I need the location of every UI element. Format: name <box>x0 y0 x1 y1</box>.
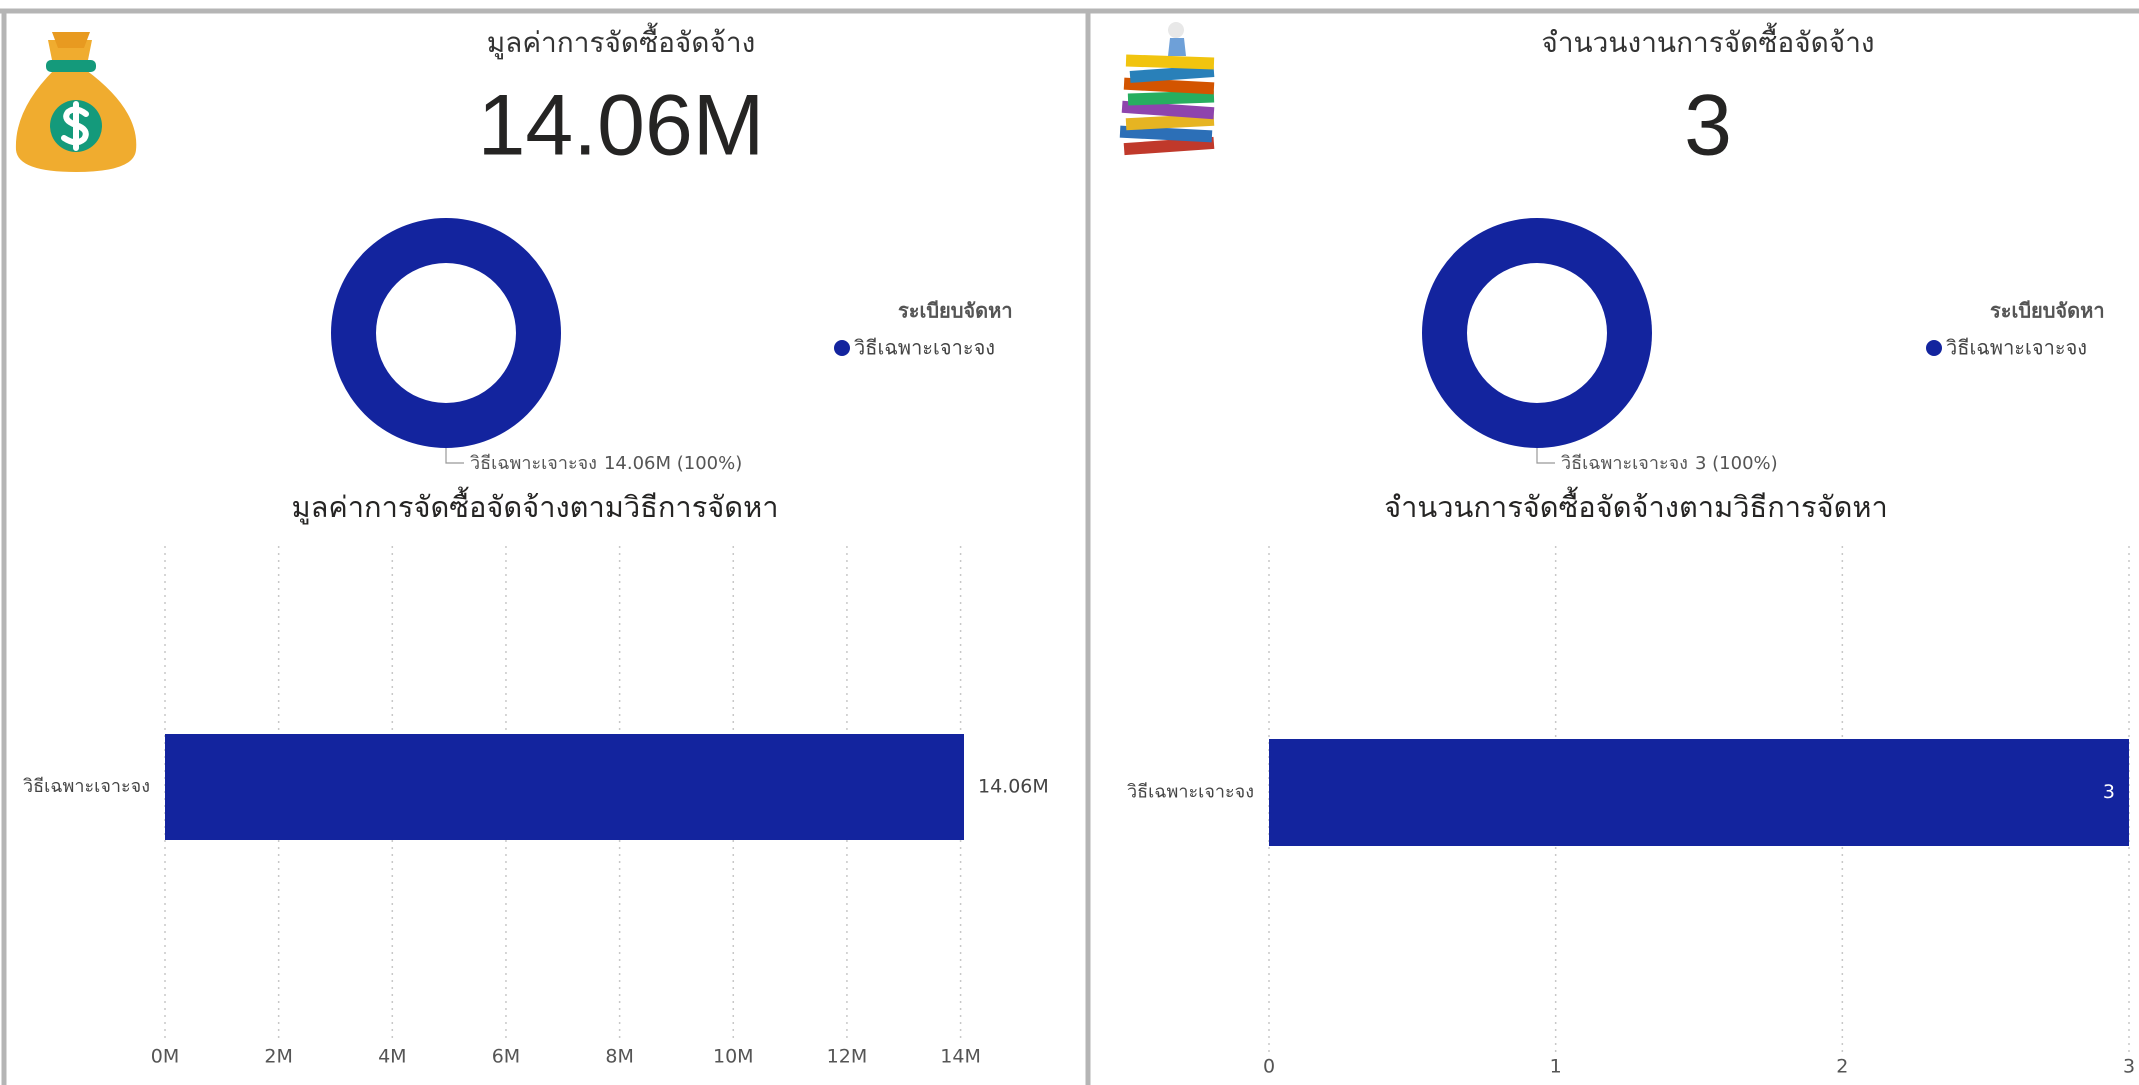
x-tick-label: 8M <box>605 1046 633 1068</box>
chart-title: มูลค่าการจัดซื้อจัดจ้างตามวิธีการจัดหา <box>291 486 778 525</box>
card-title: จำนวนงานการจัดซื้อจัดจ้าง <box>1541 22 1874 59</box>
data-label-value: 3 (100%) <box>1695 453 1778 474</box>
x-tick-label: 14M <box>940 1046 981 1068</box>
chart-title: จำนวนการจัดซื้อจัดจ้างตามวิธีการจัดหา <box>1384 486 1888 524</box>
x-tick-label: 0 <box>1263 1056 1275 1078</box>
x-tick-label: 12M <box>827 1046 868 1068</box>
data-label: 14.06M <box>978 776 1049 798</box>
data-label-category: วิธีเฉพาะเจาะจง <box>1561 453 1688 474</box>
dashboard: มูลค่าการจัดซื้อจัดจ้าง 14.06M จำนวนงานการ… <box>0 0 2139 1085</box>
data-label-value: 14.06M (100%) <box>604 453 742 474</box>
bar <box>1269 739 2129 846</box>
y-tick-label: วิธีเฉพาะเจาะจง <box>23 776 150 797</box>
legend-title: ระเบียบจัดหา <box>898 299 1013 323</box>
background <box>0 0 2139 1085</box>
legend-marker <box>834 340 850 356</box>
card-value: 3 <box>1684 78 1732 174</box>
bar <box>165 734 964 840</box>
data-label: 3 <box>2103 781 2115 803</box>
x-tick-label: 4M <box>378 1046 406 1068</box>
page: มูลค่าการจัดซื้อจัดจ้าง 14.06M จำนวนงานการ… <box>0 0 2139 1085</box>
y-tick-label: วิธีเฉพาะเจาะจง <box>1127 782 1254 803</box>
x-tick-label: 0M <box>151 1046 179 1068</box>
x-tick-label: 2 <box>1836 1056 1848 1078</box>
x-tick-label: 6M <box>492 1046 520 1068</box>
legend-marker <box>1926 340 1942 356</box>
x-tick-label: 1 <box>1550 1056 1562 1078</box>
x-tick-label: 2M <box>264 1046 292 1068</box>
legend-label: วิธีเฉพาะเจาะจง <box>1946 336 2087 360</box>
legend-label: วิธีเฉพาะเจาะจง <box>854 336 995 360</box>
x-tick-label: 10M <box>713 1046 754 1068</box>
data-label-category: วิธีเฉพาะเจาะจง <box>470 453 597 474</box>
x-tick-label: 3 <box>2123 1056 2135 1078</box>
card-title: มูลค่าการจัดซื้อจัดจ้าง <box>487 22 756 60</box>
card-value: 14.06M <box>478 78 765 174</box>
legend-title: ระเบียบจัดหา <box>1990 299 2105 323</box>
